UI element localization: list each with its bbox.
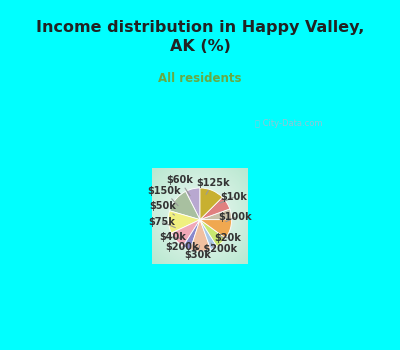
Text: $50k: $50k <box>149 201 176 215</box>
Text: Income distribution in Happy Valley,
AK (%): Income distribution in Happy Valley, AK … <box>36 20 364 54</box>
Text: $200k: $200k <box>165 243 198 252</box>
Wedge shape <box>183 220 200 250</box>
Text: $10k: $10k <box>220 192 248 203</box>
Text: $40k: $40k <box>159 232 186 242</box>
Text: $75k: $75k <box>149 217 176 228</box>
Text: $150k: $150k <box>148 186 181 206</box>
Text: $100k: $100k <box>219 212 252 222</box>
Wedge shape <box>200 188 222 220</box>
Wedge shape <box>190 220 211 251</box>
Wedge shape <box>200 197 230 220</box>
Wedge shape <box>186 188 200 220</box>
Wedge shape <box>171 220 200 246</box>
Text: ⓘ City-Data.com: ⓘ City-Data.com <box>255 119 323 128</box>
Text: > $200k: > $200k <box>192 243 237 254</box>
Text: All residents: All residents <box>158 72 242 85</box>
Text: $20k: $20k <box>214 233 241 243</box>
Wedge shape <box>168 211 200 233</box>
Wedge shape <box>200 209 232 220</box>
Wedge shape <box>200 219 232 238</box>
Wedge shape <box>170 191 200 220</box>
Text: $30k: $30k <box>185 246 212 260</box>
Wedge shape <box>200 220 217 250</box>
Wedge shape <box>200 220 226 246</box>
Text: $125k: $125k <box>196 178 230 194</box>
Text: $60k: $60k <box>166 175 193 196</box>
